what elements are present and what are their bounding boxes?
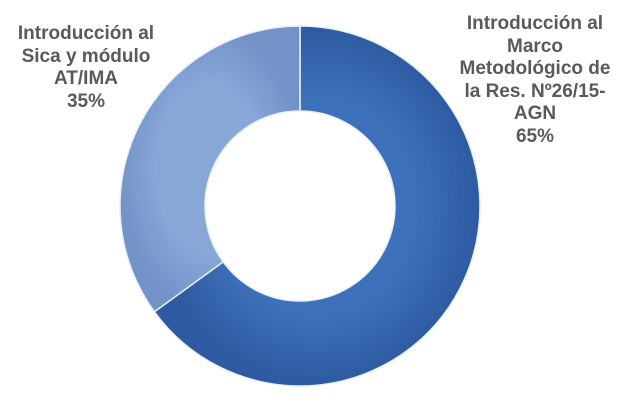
label-percent: 65% (515, 125, 555, 147)
slice-sica (119, 25, 301, 313)
label-line: Marco (507, 35, 563, 57)
label-line: AT/IMA (53, 68, 119, 89)
label-line: Introducción al (466, 13, 604, 34)
label-line: Metodológico de (459, 58, 611, 79)
label-percent: 35% (66, 90, 106, 112)
data-label-marco: Introducción al Marco Metodológico de la… (443, 13, 627, 148)
label-line: AGN (513, 103, 557, 124)
slice-marco (153, 25, 481, 387)
label-line: Introducción al (17, 23, 155, 44)
data-label-sica: Introducción al Sica y módulo AT/IMA 35% (0, 23, 172, 113)
label-line: Sica y módulo (21, 45, 151, 67)
label-line: la Res. Nº26/15- (464, 80, 606, 102)
